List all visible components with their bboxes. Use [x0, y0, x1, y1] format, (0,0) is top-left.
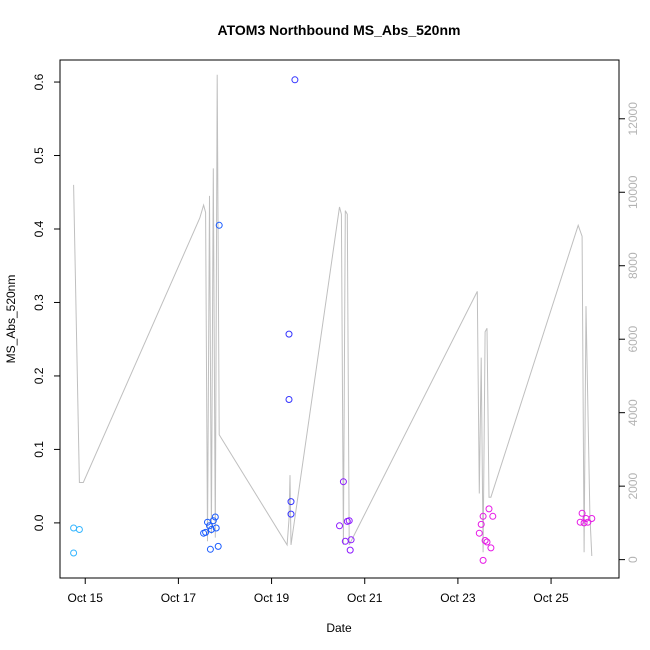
data-point: [206, 545, 214, 553]
data-point: [483, 538, 491, 546]
data-point: [339, 478, 347, 486]
data-point: [212, 524, 220, 532]
data-point: [475, 529, 483, 537]
y2-tick-label: 2000: [626, 473, 640, 500]
y2-tick-label: 0: [626, 556, 640, 563]
data-point: [580, 519, 588, 527]
data-point: [345, 517, 353, 525]
data-point: [209, 517, 217, 525]
y-tick-label: 0.4: [32, 220, 46, 237]
y-tick-label: 0.3: [32, 294, 46, 311]
data-point: [287, 510, 295, 518]
y-tick-label: 0.1: [32, 441, 46, 458]
data-point: [347, 536, 355, 544]
y-tick-label: 0.0: [32, 514, 46, 531]
data-point: [479, 512, 487, 520]
plot-frame: [59, 59, 620, 579]
data-point: [584, 518, 592, 526]
data-point: [576, 518, 584, 526]
data-point: [215, 221, 223, 229]
data-point: [207, 526, 215, 533]
chart-title: ATOM3 Northbound MS_Abs_520nm: [218, 22, 461, 38]
y-axis-label: MS_Abs_520nm: [4, 275, 18, 364]
data-point: [287, 498, 295, 506]
y2-axis: 0 2000 4000 6000 8000 10000 12000: [619, 102, 640, 563]
y-axis: 0.0 0.1 0.2 0.3 0.4 0.5 0.6: [32, 73, 60, 531]
data-point: [346, 546, 354, 554]
y-tick-label: 0.6: [32, 73, 46, 90]
data-point: [489, 512, 497, 520]
x-tick-label: Oct 15: [68, 591, 104, 605]
y-tick-label: 0.2: [32, 367, 46, 384]
x-tick-label: Oct 25: [533, 591, 569, 605]
data-point: [285, 396, 293, 403]
x-tick-label: Oct 17: [161, 591, 197, 605]
y2-tick-label: 10000: [626, 175, 640, 209]
data-point: [75, 526, 83, 533]
x-axis-label: Date: [326, 621, 352, 635]
data-point: [202, 528, 210, 536]
data-point: [479, 556, 487, 564]
data-point: [485, 505, 493, 513]
data-point: [578, 509, 586, 517]
x-tick-label: Oct 19: [254, 591, 290, 605]
data-point: [285, 330, 293, 338]
secondary-series-line: [73, 74, 593, 557]
y2-tick-label: 6000: [626, 326, 640, 353]
data-point: [481, 537, 489, 544]
x-tick-label: Oct 21: [347, 591, 383, 605]
data-point: [214, 542, 222, 550]
data-point: [487, 544, 495, 552]
secondary-line-layer: [73, 74, 593, 557]
points-layer: [70, 76, 596, 564]
y2-tick-label: 12000: [626, 102, 640, 136]
data-point: [336, 522, 343, 530]
y2-tick-label: 4000: [626, 399, 640, 426]
y2-tick-label: 8000: [626, 252, 640, 279]
data-point: [291, 76, 299, 84]
data-point: [588, 515, 596, 522]
data-point: [477, 520, 485, 528]
data-point: [70, 549, 78, 557]
x-axis: Oct 15 Oct 17 Oct 19 Oct 21 Oct 23 Oct 25: [68, 578, 569, 605]
y-tick-label: 0.5: [32, 147, 46, 164]
data-point: [211, 513, 219, 521]
data-point: [206, 522, 213, 530]
x-tick-label: Oct 23: [440, 591, 476, 605]
